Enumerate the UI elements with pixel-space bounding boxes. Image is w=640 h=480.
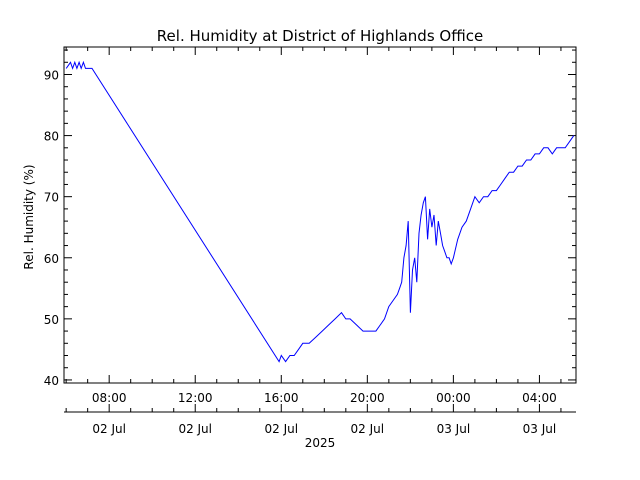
chart-title: Rel. Humidity at District of Highlands O…: [157, 27, 483, 45]
x-tick-time-label: 16:00: [264, 391, 299, 405]
x-tick-date-label: 03 Jul: [523, 422, 557, 436]
y-ticks: 40 50 60 70 80 90: [44, 49, 576, 388]
y-tick-label: 90: [44, 68, 59, 82]
x-tick-date-label: 02 Jul: [92, 422, 126, 436]
plot-frame: [63, 46, 577, 384]
y-tick-label: 60: [44, 252, 59, 266]
x-tick-date-label: 03 Jul: [437, 422, 471, 436]
y-tick-label: 70: [44, 191, 59, 205]
x-ticks: 08:00 02 Jul 12:00 02 Jul 16:00 02 Jul 20:00 02…: [65, 47, 562, 436]
y-axis-label: Rel. Humidity (%): [22, 164, 36, 269]
series-group: [65, 60, 575, 363]
x-tick-date-label: 02 Jul: [264, 422, 298, 436]
x-tick-time-label: 08:00: [92, 391, 127, 405]
y-tick-label: 50: [44, 313, 59, 327]
x-tick-date-label: 02 Jul: [351, 422, 385, 436]
x-tick-time-label: 00:00: [436, 391, 471, 405]
year-label: 2025: [305, 436, 336, 450]
y-tick-label: 80: [44, 130, 59, 144]
series-line-0: [65, 60, 575, 363]
x-tick-time-label: 04:00: [522, 391, 557, 405]
x-tick-time-label: 12:00: [178, 391, 213, 405]
x-tick-time-label: 20:00: [350, 391, 385, 405]
x-tick-date-label: 02 Jul: [178, 422, 212, 436]
y-tick-label: 40: [44, 374, 59, 388]
